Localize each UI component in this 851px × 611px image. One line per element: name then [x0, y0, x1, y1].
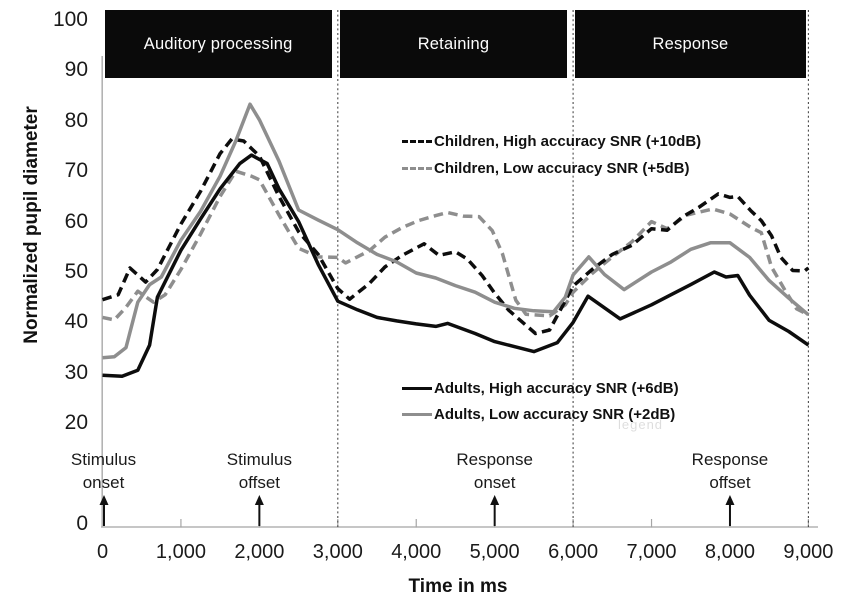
y-axis-tick-label: 80 [64, 108, 88, 132]
legend-line-sample-solid [402, 386, 432, 390]
legend-item-children_low: Children, Low accuracy SNR (+5dB) [402, 159, 689, 177]
y-axis-tick-label: 20 [64, 411, 88, 435]
annotation-response-offset: Response offset [670, 448, 790, 494]
legend-item-children_high: Children, High accuracy SNR (+10dB) [402, 132, 701, 150]
legend-item-adults_low: Adults, Low accuracy SNR (+2dB) [402, 405, 675, 423]
y-axis-tick-label: 30 [64, 360, 88, 384]
phase-bar-retaining: Retaining [339, 10, 568, 78]
annotation-response-onset: Response onset [435, 448, 555, 494]
x-axis-tick-label: 6,000 [548, 541, 599, 563]
y-axis-tick-label: 50 [64, 260, 88, 283]
x-axis-tick-label: 4,000 [391, 541, 442, 563]
x-axis-tick-label: 8,000 [704, 541, 755, 563]
series-line-children_low [102, 169, 810, 322]
legend-line-sample-solid [402, 412, 432, 416]
legend-line-sample-dashed [402, 166, 432, 170]
event-arrow-head [490, 495, 500, 505]
annotation-line1: Response [456, 450, 533, 469]
annotation-line1: Stimulus [226, 450, 292, 469]
legend-item-label: Adults, High accuracy SNR (+6dB) [434, 379, 679, 397]
legend-item-label: Children, High accuracy SNR (+10dB) [434, 132, 702, 150]
phase-bar-response: Response [575, 10, 806, 78]
event-arrow-head [725, 495, 735, 505]
legend-line-sample-dashed [402, 139, 432, 143]
annotation-line2: offset [238, 473, 280, 492]
ghost-legend-artifact: legend [618, 417, 664, 432]
legend-item-adults_high: Adults, High accuracy SNR (+6dB) [402, 379, 679, 397]
x-axis-tick-label: 2,000 [234, 541, 285, 563]
x-axis-tick-label: 3,000 [312, 541, 363, 563]
y-axis-tick-label: 40 [64, 310, 88, 334]
x-axis-tick-label: 5,000 [469, 541, 520, 563]
y-axis-tick-label: 0 [76, 512, 88, 535]
y-axis-tick-label: 100 [52, 8, 88, 31]
event-arrow-head [254, 495, 264, 505]
phase-bar-auditory-processing: Auditory processing [104, 10, 332, 78]
annotation-line1: Stimulus [70, 450, 137, 469]
annotation-stimulus-offset: Stimulus offset [199, 448, 319, 494]
x-axis-tick-label: 0 [96, 541, 109, 563]
legend-item-label: Children, Low accuracy SNR (+5dB) [434, 159, 690, 177]
legend-item-label: Adults, Low accuracy SNR (+2dB) [434, 405, 676, 423]
y-axis-tick-label: 60 [64, 209, 88, 233]
annotation-line2: offset [709, 473, 751, 492]
y-axis-tick-label: 70 [64, 159, 88, 183]
x-axis-tick-label: 7,000 [626, 541, 677, 563]
annotation-line2: onset [82, 473, 125, 492]
x-axis-title: Time in ms [408, 576, 508, 597]
x-axis-tick-label: 1,000 [155, 541, 206, 563]
annotation-line1: Response [691, 450, 769, 469]
series-line-children_high [101, 137, 810, 336]
annotation-stimulus-onset: Stimulus onset [44, 448, 164, 494]
y-axis-tick-label: 90 [64, 58, 88, 82]
series-line-adults_high [102, 153, 810, 379]
series-line-adults_low [102, 102, 810, 360]
annotation-line2: onset [473, 473, 516, 492]
x-axis-tick-label: 9,000 [783, 541, 834, 563]
event-arrow-head [99, 495, 109, 505]
